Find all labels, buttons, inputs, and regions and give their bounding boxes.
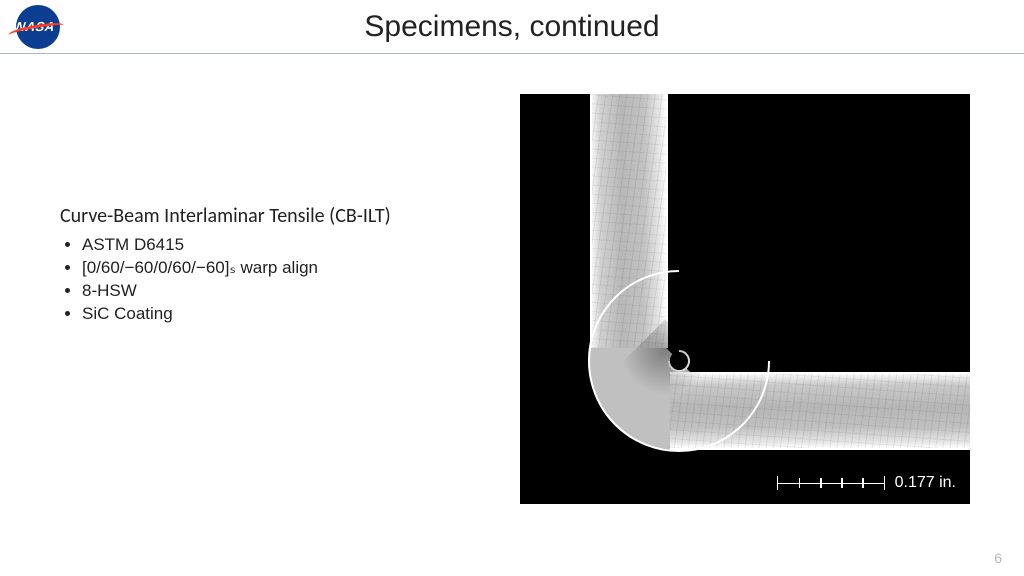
sem-micrograph: 0.177 in.	[520, 94, 970, 504]
scale-bar-label: 0.177 in.	[895, 474, 956, 492]
slide-body: Curve-Beam Interlaminar Tensile (CB-ILT)…	[0, 54, 1024, 504]
slide-title: Specimens, continued	[64, 10, 1012, 44]
text-column: Curve-Beam Interlaminar Tensile (CB-ILT)…	[60, 94, 490, 504]
bullet-item: ASTM D6415	[82, 234, 490, 257]
scale-bar-ticks	[777, 476, 885, 490]
bullet-item: SiC Coating	[82, 303, 490, 326]
slide: NASA Specimens, continued Curve-Beam Int…	[0, 0, 1024, 576]
bullet-item: [0/60/−60/0/60/−60]ₛ warp align	[82, 257, 490, 280]
slide-header: NASA Specimens, continued	[0, 0, 1024, 54]
scale-bar: 0.177 in.	[777, 474, 956, 492]
section-heading: Curve-Beam Interlaminar Tensile (CB-ILT)	[60, 204, 490, 228]
nasa-logo: NASA	[12, 5, 64, 49]
bullet-item: 8-HSW	[82, 280, 490, 303]
bullet-list: ASTM D6415 [0/60/−60/0/60/−60]ₛ warp ali…	[60, 234, 490, 326]
page-number: 6	[994, 550, 1002, 566]
figure-column: 0.177 in.	[520, 94, 970, 504]
